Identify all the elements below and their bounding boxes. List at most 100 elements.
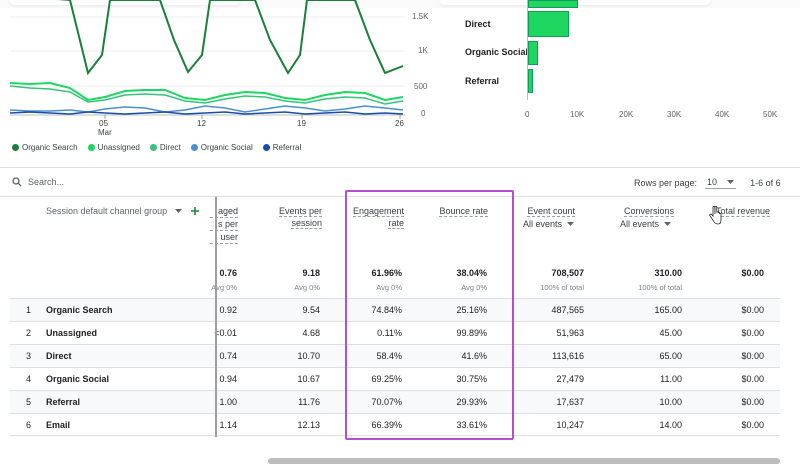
series-organic-social bbox=[10, 105, 404, 113]
x-tick-month: Mar bbox=[98, 128, 112, 137]
add-dimension-icon[interactable] bbox=[190, 206, 200, 216]
conversions-filter[interactable]: All events bbox=[620, 219, 672, 229]
column-header-event-count[interactable]: Event count bbox=[518, 205, 575, 217]
row-cell: 33.61% bbox=[456, 420, 487, 430]
legend-label: Direct bbox=[159, 143, 181, 152]
y-tick-label: 1K bbox=[418, 46, 428, 55]
row-cell: 1.00 bbox=[219, 397, 237, 407]
pagination-controls: Rows per page: 10 1-6 of 6 bbox=[634, 177, 781, 189]
x-tick-label: 05 bbox=[99, 119, 108, 128]
row-cell: 17,637 bbox=[556, 397, 584, 407]
row-cell: 29.93% bbox=[456, 397, 487, 407]
row-cell: 14.00 bbox=[659, 420, 682, 430]
table-search[interactable]: Search... bbox=[12, 177, 64, 187]
row-cell: 58.4% bbox=[376, 351, 402, 361]
legend-item[interactable]: Referral bbox=[262, 143, 301, 152]
column-header-conversions[interactable]: Conversions bbox=[613, 205, 674, 217]
top-card-edge bbox=[10, 0, 240, 5]
row-index: 2 bbox=[26, 328, 32, 338]
row-cell: 9.54 bbox=[302, 305, 320, 315]
bar-category-label: Referral bbox=[465, 76, 500, 86]
chevron-down-icon bbox=[727, 180, 735, 184]
legend-dot-icon bbox=[262, 144, 270, 151]
series-direct bbox=[10, 85, 404, 105]
legend-item[interactable]: Unassigned bbox=[87, 143, 140, 152]
rows-per-page-label: Rows per page: bbox=[634, 178, 698, 188]
bar-direct[interactable] bbox=[528, 11, 569, 37]
total-sub: Avg 0% bbox=[461, 283, 487, 292]
row-cell: 12.13 bbox=[297, 420, 320, 430]
row-cell: 0.74 bbox=[219, 351, 237, 361]
bar-referral[interactable] bbox=[528, 69, 533, 93]
row-cell: 69.25% bbox=[371, 374, 402, 384]
y-tick-label: 0 bbox=[421, 109, 426, 118]
highlight-annotation-box bbox=[345, 190, 514, 440]
table-row[interactable]: 6 Email 1.14 12.13 66.39% 33.61% 10,247 … bbox=[10, 413, 780, 436]
dimension-header[interactable]: Session default channel group bbox=[46, 206, 200, 216]
conversions-filter-label: All events bbox=[620, 219, 660, 229]
row-cell: 41.6% bbox=[461, 351, 487, 361]
row-dimension[interactable]: Direct bbox=[46, 351, 72, 361]
search-input[interactable]: Search... bbox=[28, 177, 65, 187]
legend-item[interactable]: Organic Search bbox=[12, 143, 78, 152]
row-cell: 10,247 bbox=[556, 420, 584, 430]
table-row[interactable]: 1 Organic Search 0.92 9.54 74.84% 25.16%… bbox=[10, 298, 780, 321]
column-header-engagement-rate[interactable]: Engagement rate bbox=[343, 205, 404, 229]
column-header-total-revenue[interactable]: Total revenue bbox=[700, 205, 770, 217]
legend-item[interactable]: Direct bbox=[149, 143, 181, 152]
line-chart-legend: Organic Search Unassigned Direct Organic… bbox=[12, 143, 301, 152]
column-header-engaged-sessions[interactable]: aged s per user bbox=[210, 205, 238, 244]
total-sub: 100% of total bbox=[638, 283, 682, 292]
row-index: 1 bbox=[26, 305, 32, 315]
horizontal-scrollbar-thumb[interactable] bbox=[268, 458, 780, 464]
table-row[interactable]: 2 Unassigned <0.01 4.68 0.11% 99.89% 51,… bbox=[10, 321, 780, 344]
bar-x-tick: 0 bbox=[525, 110, 530, 119]
legend-item[interactable]: Organic Social bbox=[190, 143, 253, 152]
row-dimension[interactable]: Organic Search bbox=[46, 305, 113, 315]
table-row[interactable]: 4 Organic Social 0.94 10.67 69.25% 30.75… bbox=[10, 367, 780, 390]
dimension-header-label: Session default channel group bbox=[46, 206, 168, 216]
row-cell: 11.76 bbox=[298, 397, 320, 407]
column-header-line: Bounce rate bbox=[439, 206, 488, 217]
row-cell: 66.39% bbox=[371, 420, 402, 430]
row-dimension[interactable]: Referral bbox=[46, 397, 81, 407]
legend-dot-icon bbox=[87, 144, 95, 151]
row-dimension[interactable]: Organic Social bbox=[46, 374, 110, 384]
legend-dot-icon bbox=[149, 144, 157, 151]
row-index: 3 bbox=[26, 351, 32, 361]
table-row[interactable]: 3 Direct 0.74 10.70 58.4% 41.6% 113,616 … bbox=[10, 344, 780, 367]
frozen-column-divider[interactable] bbox=[215, 197, 217, 437]
row-cell: 11.00 bbox=[660, 374, 682, 384]
row-dimension[interactable]: Email bbox=[46, 420, 71, 430]
column-header-line: rate bbox=[388, 218, 404, 229]
bar-x-tick: 20K bbox=[619, 110, 634, 119]
bar-organic-social[interactable] bbox=[528, 41, 538, 65]
row-dimension[interactable]: Unassigned bbox=[46, 328, 98, 338]
legend-label: Organic Search bbox=[22, 143, 78, 152]
event-count-filter[interactable]: All events bbox=[523, 219, 575, 229]
total-value: $0.00 bbox=[741, 268, 764, 278]
hand-cursor-icon bbox=[709, 206, 722, 225]
bar-x-tick: 30K bbox=[667, 110, 682, 119]
row-cell: 4.68 bbox=[302, 328, 320, 338]
column-header-events-per-session[interactable]: Events per session bbox=[264, 205, 322, 229]
total-value: 9.18 bbox=[302, 268, 320, 278]
table-row[interactable]: 5 Referral 1.00 11.76 70.07% 29.93% 17,6… bbox=[10, 390, 780, 413]
legend-label: Organic Social bbox=[200, 143, 253, 152]
x-tick-label: 12 bbox=[197, 119, 206, 128]
row-cell: 0.11% bbox=[377, 328, 402, 338]
column-header-line: Conversions bbox=[623, 206, 674, 217]
chevron-down-icon bbox=[567, 222, 575, 226]
series-unassigned bbox=[10, 81, 404, 102]
column-header-bounce-rate[interactable]: Bounce rate bbox=[426, 205, 488, 217]
row-cell: 1.14 bbox=[219, 420, 237, 430]
chevron-down-icon[interactable] bbox=[175, 209, 183, 213]
row-cell: $0.00 bbox=[741, 305, 764, 315]
section-divider bbox=[0, 167, 800, 168]
rows-per-page-select[interactable]: 10 bbox=[705, 177, 737, 189]
total-sub: 100% of total bbox=[540, 283, 584, 292]
line-chart bbox=[10, 0, 405, 119]
bar-clipped bbox=[528, 0, 578, 8]
row-cell: $0.00 bbox=[741, 351, 764, 361]
rows-per-page-value: 10 bbox=[707, 177, 718, 187]
